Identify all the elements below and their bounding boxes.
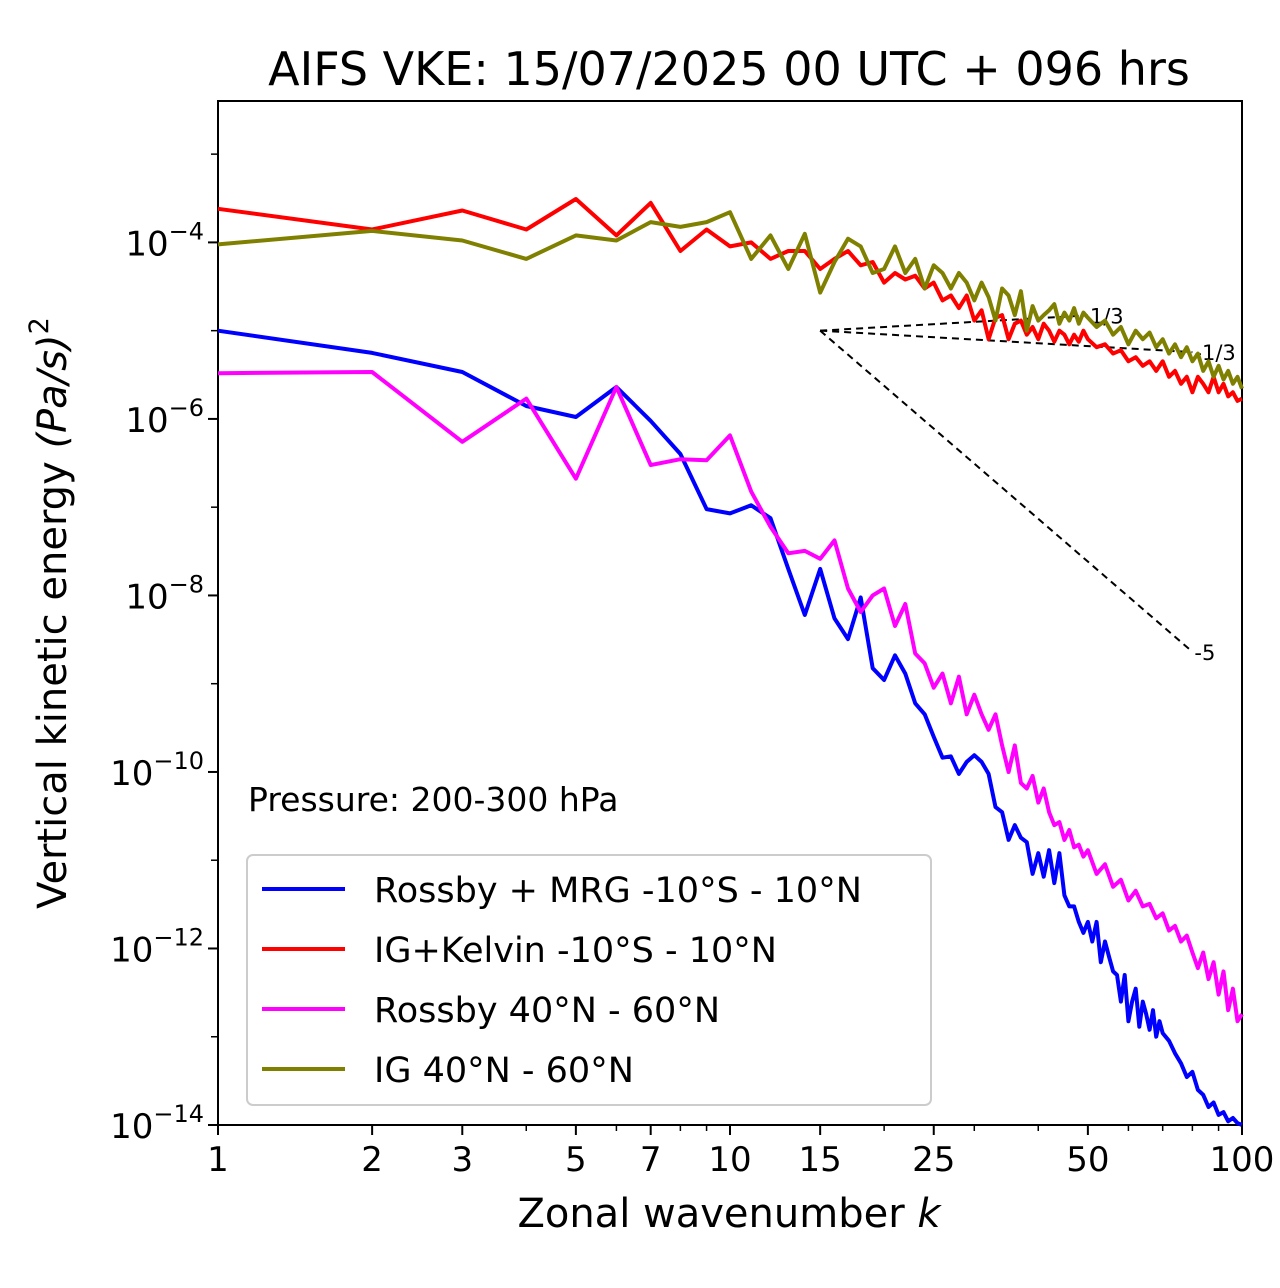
y-tick-base: 10	[110, 930, 153, 970]
y-axis-label: Vertical kinetic energy (Pa/s)2	[24, 317, 76, 909]
x-tick-label-2: 2	[361, 1140, 383, 1180]
x-axis-label-text: Zonal wavenumber	[517, 1191, 905, 1237]
series-line-2	[217, 197, 1243, 403]
y-tick-base: 10	[125, 577, 168, 617]
legend-label-1: Rossby + MRG -10°S - 10°N	[374, 871, 862, 911]
x-tick-label-15: 15	[799, 1140, 842, 1180]
y-tick-label--10: 10−10	[110, 747, 204, 794]
y-tick-label--14: 10−14	[110, 1100, 204, 1147]
y-tick-exponent: −6	[169, 394, 204, 422]
x-tick-label-7: 7	[640, 1140, 662, 1180]
x-axis-label-variable: k	[917, 1191, 942, 1237]
x-tick-label-100: 100	[1210, 1140, 1275, 1180]
axes: 1 2 3 5 7 10 15 25 50 10010−1410−1210−1010−810−61…	[110, 153, 1275, 1180]
reference-line-label: -5	[1194, 641, 1215, 665]
legend-box	[246, 854, 932, 1106]
chart-title: AIFS VKE: 15/07/2025 00 UTC + 096 hrs	[268, 42, 1190, 96]
y-tick-label--4: 10−4	[125, 217, 204, 264]
y-tick-base: 10	[125, 401, 168, 441]
y-axis-label-text: Vertical kinetic energy	[30, 461, 76, 909]
reference-line-slope	[820, 329, 1193, 354]
y-tick-exponent: −12	[153, 923, 204, 951]
legend-label-3: Rossby 40°N - 60°N	[374, 991, 720, 1031]
y-tick-label--12: 10−12	[110, 923, 204, 970]
legend-label-2: IG+Kelvin -10°S - 10°N	[374, 931, 777, 971]
y-tick-label--8: 10−8	[125, 570, 204, 617]
series-line-1	[217, 328, 1243, 1127]
data-series	[217, 197, 1244, 1127]
y-axis-label-unit: (Pa/s)	[30, 334, 76, 448]
x-tick-label-25: 25	[912, 1140, 955, 1180]
y-tick-base: 10	[125, 224, 168, 264]
x-tick-label-1: 1	[207, 1140, 229, 1180]
legend: Rossby + MRG -10°S - 10°N IG+Kelvin -10°S…	[246, 854, 932, 1106]
reference-line-slope	[820, 314, 1088, 332]
y-axis-label-power: 2	[24, 317, 55, 334]
y-tick-label--6: 10−6	[125, 394, 204, 441]
legend-label-4: IG 40°N - 60°N	[374, 1051, 634, 1091]
pressure-annotation: Pressure: 200-300 hPa	[248, 780, 618, 819]
x-tick-label-10: 10	[708, 1140, 751, 1180]
y-tick-exponent: −8	[169, 570, 204, 598]
reference-line-slope	[819, 329, 1194, 653]
x-tick-label-5: 5	[565, 1140, 587, 1180]
x-axis-label: Zonal wavenumber k	[517, 1191, 942, 1237]
y-tick-base: 10	[110, 754, 153, 794]
y-tick-exponent: −14	[153, 1100, 204, 1128]
x-tick-label-50: 50	[1066, 1140, 1109, 1180]
series-line-4	[217, 210, 1244, 390]
y-tick-exponent: −4	[169, 217, 204, 245]
y-tick-exponent: −10	[153, 747, 204, 775]
y-tick-base: 10	[110, 1107, 153, 1147]
series-line-3	[217, 370, 1244, 1024]
x-tick-label-3: 3	[451, 1140, 473, 1180]
